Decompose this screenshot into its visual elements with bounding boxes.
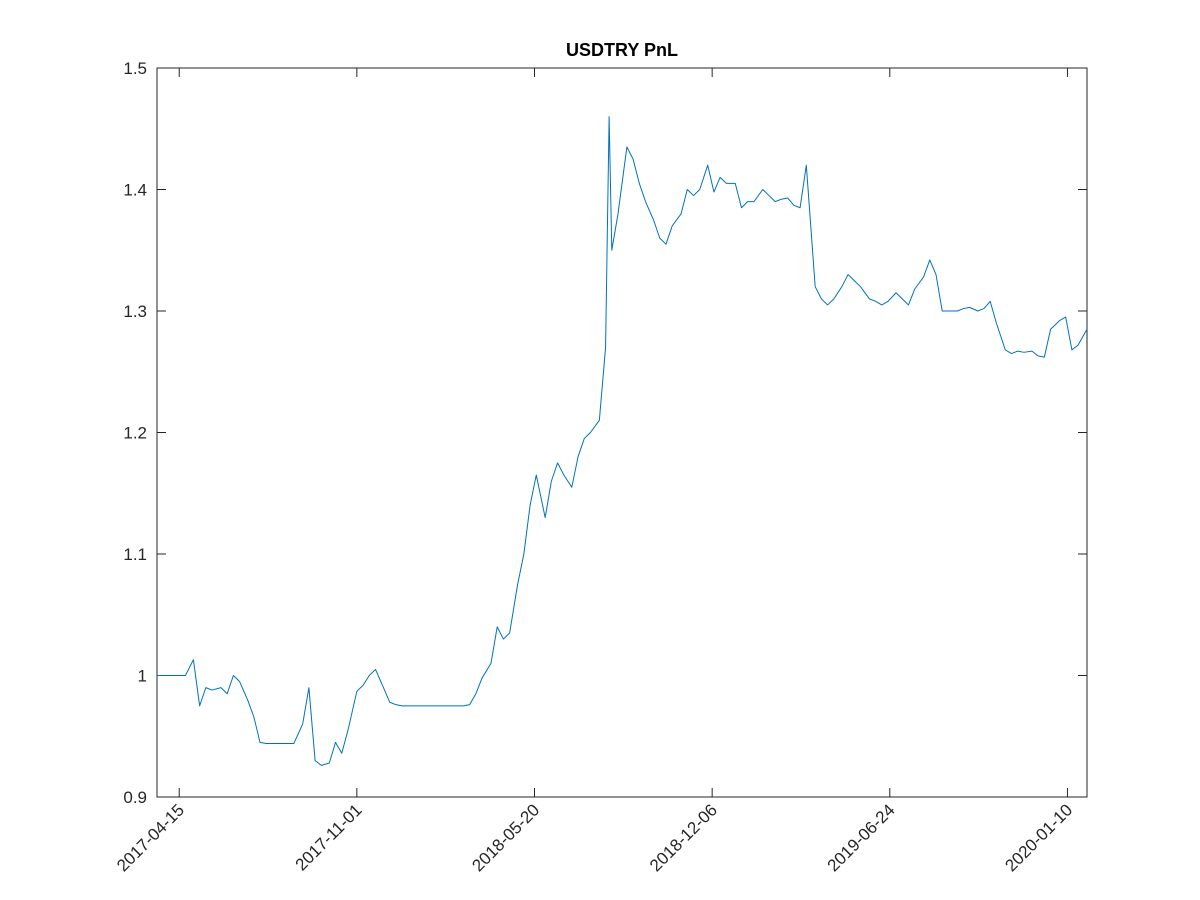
y-tick-label: 1.2	[123, 424, 147, 443]
line-series	[157, 116, 1088, 766]
y-tick-label: 1.5	[123, 59, 147, 78]
chart-title: USDTRY PnL	[566, 40, 678, 60]
y-tick-label: 1.1	[123, 545, 147, 564]
y-tick-label: 1.4	[123, 181, 147, 200]
plot-box	[156, 67, 1088, 798]
y-tick-label: 1	[138, 667, 147, 686]
y-tick-label: 0.9	[123, 788, 147, 807]
y-tick-label: 1.3	[123, 302, 147, 321]
